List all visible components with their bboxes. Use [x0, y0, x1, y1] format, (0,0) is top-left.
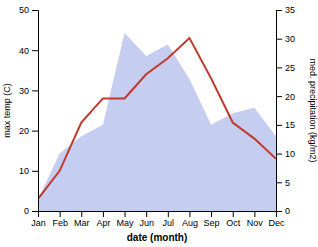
- tick-label: Aug: [182, 218, 198, 228]
- line: [38, 38, 276, 199]
- tick-label: Sep: [204, 218, 220, 228]
- tick-mark: [81, 211, 82, 217]
- tick-mark: [276, 211, 282, 212]
- tick-mark: [276, 182, 282, 183]
- tick: 50: [19, 5, 38, 15]
- tick: 40: [19, 46, 38, 56]
- tick-label: Feb: [52, 218, 68, 228]
- tick: 0: [24, 206, 38, 216]
- tick-label: 25: [285, 63, 295, 73]
- tick-mark: [32, 171, 38, 172]
- tick-label: 35: [285, 5, 295, 15]
- tick: Jan: [31, 211, 46, 228]
- tick-mark: [60, 211, 61, 217]
- tick: Jul: [163, 211, 175, 228]
- tick: 10: [276, 149, 295, 159]
- tick: 30: [19, 86, 38, 96]
- axis-line: [32, 11, 39, 212]
- tick-mark: [276, 96, 282, 97]
- tick: 0: [276, 206, 290, 216]
- tick-label: 20: [285, 92, 295, 102]
- tick-label: 40: [19, 46, 29, 56]
- tick-label: Apr: [96, 218, 110, 228]
- tick: 15: [276, 120, 295, 130]
- tick: Oct: [226, 211, 241, 228]
- tick: 25: [276, 63, 295, 73]
- tick-mark: [189, 211, 190, 217]
- tick: Jun: [139, 211, 154, 228]
- tick-mark: [276, 125, 282, 126]
- tick-mark: [276, 154, 282, 155]
- tick-label: 15: [285, 120, 295, 130]
- tick-label: Dec: [268, 218, 285, 228]
- tick-label: 20: [19, 126, 29, 136]
- plot: JanFebMarAprMayJunJulAugSepOctNovDec0102…: [19, 5, 295, 228]
- tick-label: 10: [19, 166, 29, 176]
- tick: Mar: [74, 211, 90, 228]
- tick-label: Mar: [74, 218, 90, 228]
- tick-label: Nov: [247, 218, 264, 228]
- area: [38, 33, 276, 211]
- tick: Apr: [96, 211, 110, 228]
- y-axis-title: max temp (C): [2, 83, 12, 138]
- tick-mark: [32, 131, 38, 132]
- tick-mark: [32, 90, 38, 91]
- y2-axis-title: med. precipitation (kg/m2): [308, 58, 318, 162]
- y2-axis: 0 5 10 15 20 25 30 35: [276, 5, 295, 216]
- tick-label: 0: [24, 206, 29, 216]
- tick: 35: [276, 5, 295, 15]
- tick: 5: [276, 178, 290, 188]
- tick-label: 5: [285, 178, 290, 188]
- tick: 20: [276, 92, 295, 102]
- tick: Dec: [268, 211, 285, 228]
- marks: [38, 33, 276, 211]
- tick-mark: [32, 10, 38, 11]
- tick-mark: [103, 211, 104, 217]
- tick-mark: [211, 211, 212, 217]
- y-axis: 0 10 20 30 40 50: [19, 5, 39, 216]
- x-axis: Jan Feb Mar Apr May Jun Jul Aug Sep Oct Nov Dec: [31, 211, 285, 228]
- axis-line: [277, 11, 283, 212]
- tick: Nov: [247, 211, 264, 228]
- tick: Feb: [52, 211, 68, 228]
- tick-label: Jul: [163, 218, 175, 228]
- tick-mark: [125, 211, 126, 217]
- tick-label: 30: [285, 34, 295, 44]
- tick-label: 30: [19, 86, 29, 96]
- tick-label: Oct: [226, 218, 241, 228]
- tick-label: Jun: [139, 218, 154, 228]
- tick-mark: [276, 10, 282, 11]
- tick: Aug: [182, 211, 198, 228]
- tick: Sep: [204, 211, 220, 228]
- tick-label: May: [117, 218, 135, 228]
- tick-label: 50: [19, 5, 29, 15]
- tick-mark: [32, 211, 38, 212]
- tick-mark: [276, 67, 282, 68]
- tick-label: 10: [285, 149, 295, 159]
- tick-mark: [233, 211, 234, 217]
- tick-mark: [32, 50, 38, 51]
- tick-mark: [254, 211, 255, 217]
- axis-line: [39, 212, 277, 218]
- tick: May: [117, 211, 135, 228]
- tick-mark: [276, 39, 282, 40]
- tick: 30: [276, 34, 295, 44]
- tick-label: Jan: [31, 218, 46, 228]
- x-axis-title: date (month): [127, 232, 188, 243]
- tick-mark: [146, 211, 147, 217]
- tick-label: 0: [285, 206, 290, 216]
- tick-mark: [168, 211, 169, 217]
- chart: JanFebMarAprMayJunJulAugSepOctNovDec0102…: [0, 0, 318, 247]
- tick: 20: [19, 126, 38, 136]
- tick: 10: [19, 166, 38, 176]
